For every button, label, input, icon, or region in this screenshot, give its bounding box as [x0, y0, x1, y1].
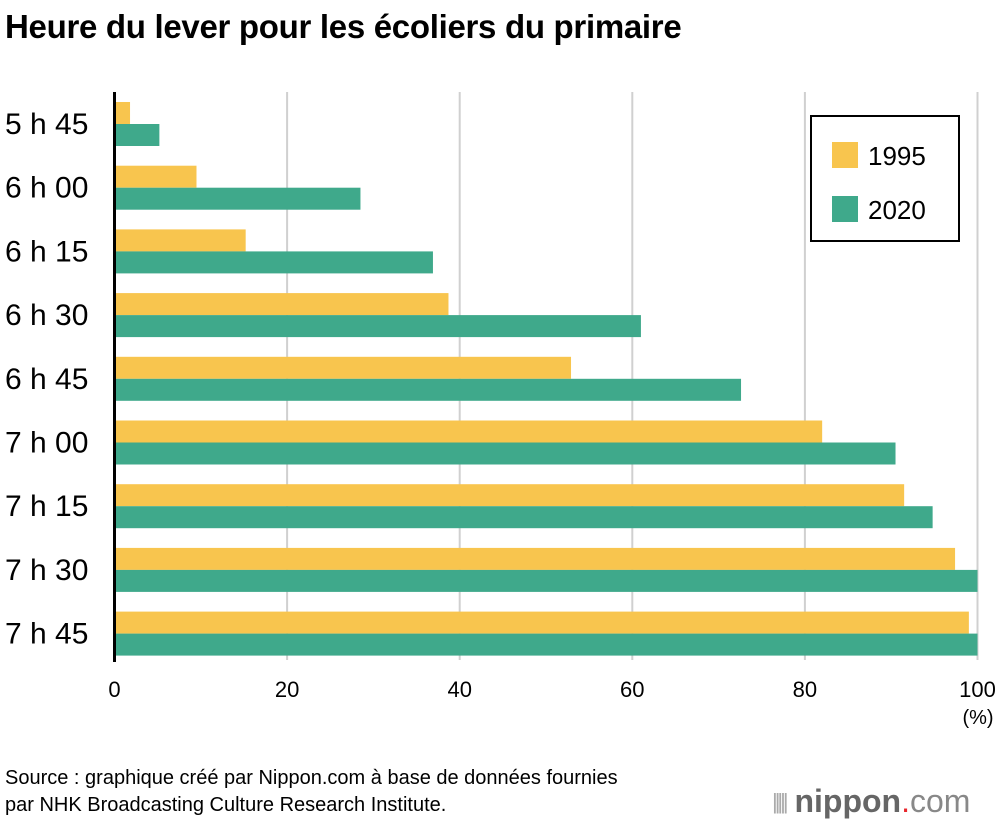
- x-tick-label: 100: [959, 677, 996, 702]
- x-tick-label: 80: [793, 677, 817, 702]
- y-tick-label: 6 h 00: [5, 172, 88, 205]
- y-tick-label: 7 h 00: [5, 427, 88, 460]
- y-tick-label: 6 h 15: [5, 235, 88, 268]
- bar-2020: [114, 442, 896, 465]
- legend-label: 2020: [868, 195, 926, 225]
- bar-chart: 0 20 40 60 80 100 (%) 5 h 45 6 h 00 6 h 15 6 h 30 6…: [5, 92, 996, 729]
- bar-1995: [114, 547, 956, 570]
- bar-2020: [114, 124, 160, 146]
- chart-title: Heure du lever pour les écoliers du prim…: [5, 8, 682, 45]
- legend-swatch-1995: [832, 142, 858, 168]
- bar-1995: [114, 420, 823, 443]
- bar-2020: [114, 506, 933, 529]
- y-tick-label: 6 h 30: [5, 299, 88, 332]
- source-note: Source : graphique créé par Nippon.com à…: [5, 765, 618, 819]
- legend-label: 1995: [868, 141, 926, 171]
- bar-2020: [114, 187, 361, 210]
- bar-1995: [114, 165, 197, 188]
- y-tick-label: 5 h 45: [5, 108, 88, 141]
- bar-1995: [114, 484, 905, 507]
- x-tick-label: 20: [275, 677, 299, 702]
- source-line-1: Source : graphique créé par Nippon.com à…: [5, 767, 618, 789]
- logo-dot: .: [901, 783, 910, 819]
- y-tick-label: 7 h 15: [5, 490, 88, 523]
- bar-1995: [114, 611, 969, 634]
- x-tick-label: 0: [108, 677, 120, 702]
- bar-2020: [114, 569, 978, 592]
- bar-1995: [114, 102, 131, 124]
- bar-2020: [114, 633, 978, 656]
- source-line-2: par NHK Broadcasting Culture Research In…: [5, 794, 447, 816]
- nippon-logo: ||||| nippon.com: [772, 783, 970, 820]
- x-tick-label: 40: [447, 677, 471, 702]
- bar-2020: [114, 378, 742, 401]
- y-tick-label: 7 h 45: [5, 618, 88, 651]
- logo-suffix: com: [909, 783, 971, 819]
- bar-1995: [114, 293, 449, 316]
- bar-2020: [114, 251, 433, 274]
- y-tick-label: 7 h 30: [5, 554, 88, 587]
- bar-2020: [114, 315, 641, 338]
- logo-wave-icon: |||||: [772, 789, 788, 814]
- bar-1995: [114, 356, 572, 379]
- x-unit-label: (%): [962, 707, 993, 729]
- logo-text: nippon: [794, 783, 902, 819]
- bar-1995: [114, 229, 246, 252]
- x-tick-label: 60: [620, 677, 644, 702]
- y-tick-label: 6 h 45: [5, 363, 88, 396]
- legend-swatch-2020: [832, 196, 858, 222]
